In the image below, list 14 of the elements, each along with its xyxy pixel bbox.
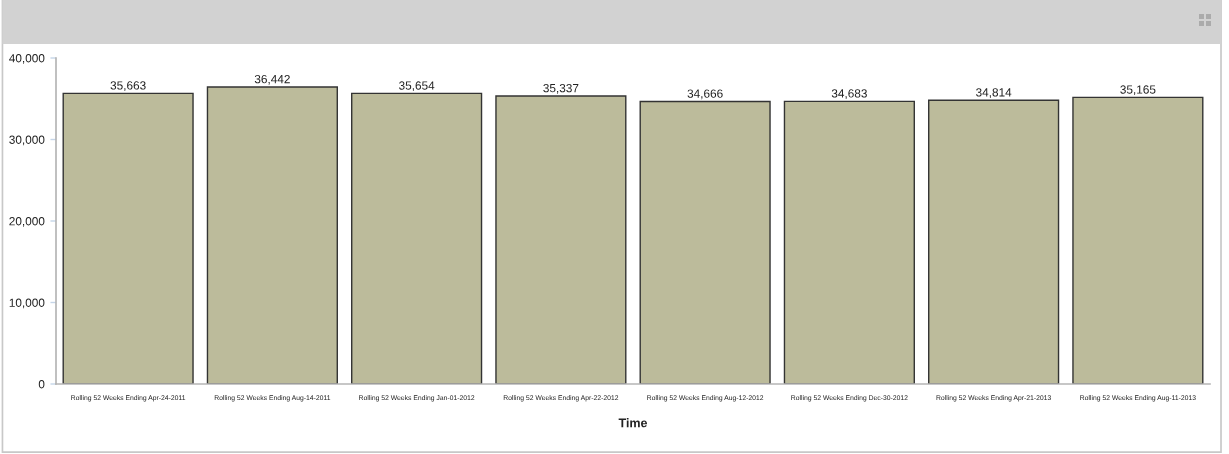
data-label: 35,165 <box>1120 85 1156 96</box>
data-label: 35,337 <box>543 83 579 94</box>
y-tick-label: 20,000 <box>9 217 45 227</box>
x-axis-title: Time <box>618 418 648 428</box>
y-tick-label: 30,000 <box>9 135 45 146</box>
y-tick-label: 0 <box>38 380 45 389</box>
y-tick-label: 10,000 <box>9 298 45 309</box>
data-label: 35,663 <box>110 81 146 92</box>
data-label: 34,683 <box>831 89 867 100</box>
data-label: 36,442 <box>254 74 290 85</box>
y-tick-label: 40,000 <box>9 54 45 64</box>
data-label: 34,666 <box>687 89 723 100</box>
data-label: 34,814 <box>976 88 1012 98</box>
data-label: 35,654 <box>399 81 435 92</box>
